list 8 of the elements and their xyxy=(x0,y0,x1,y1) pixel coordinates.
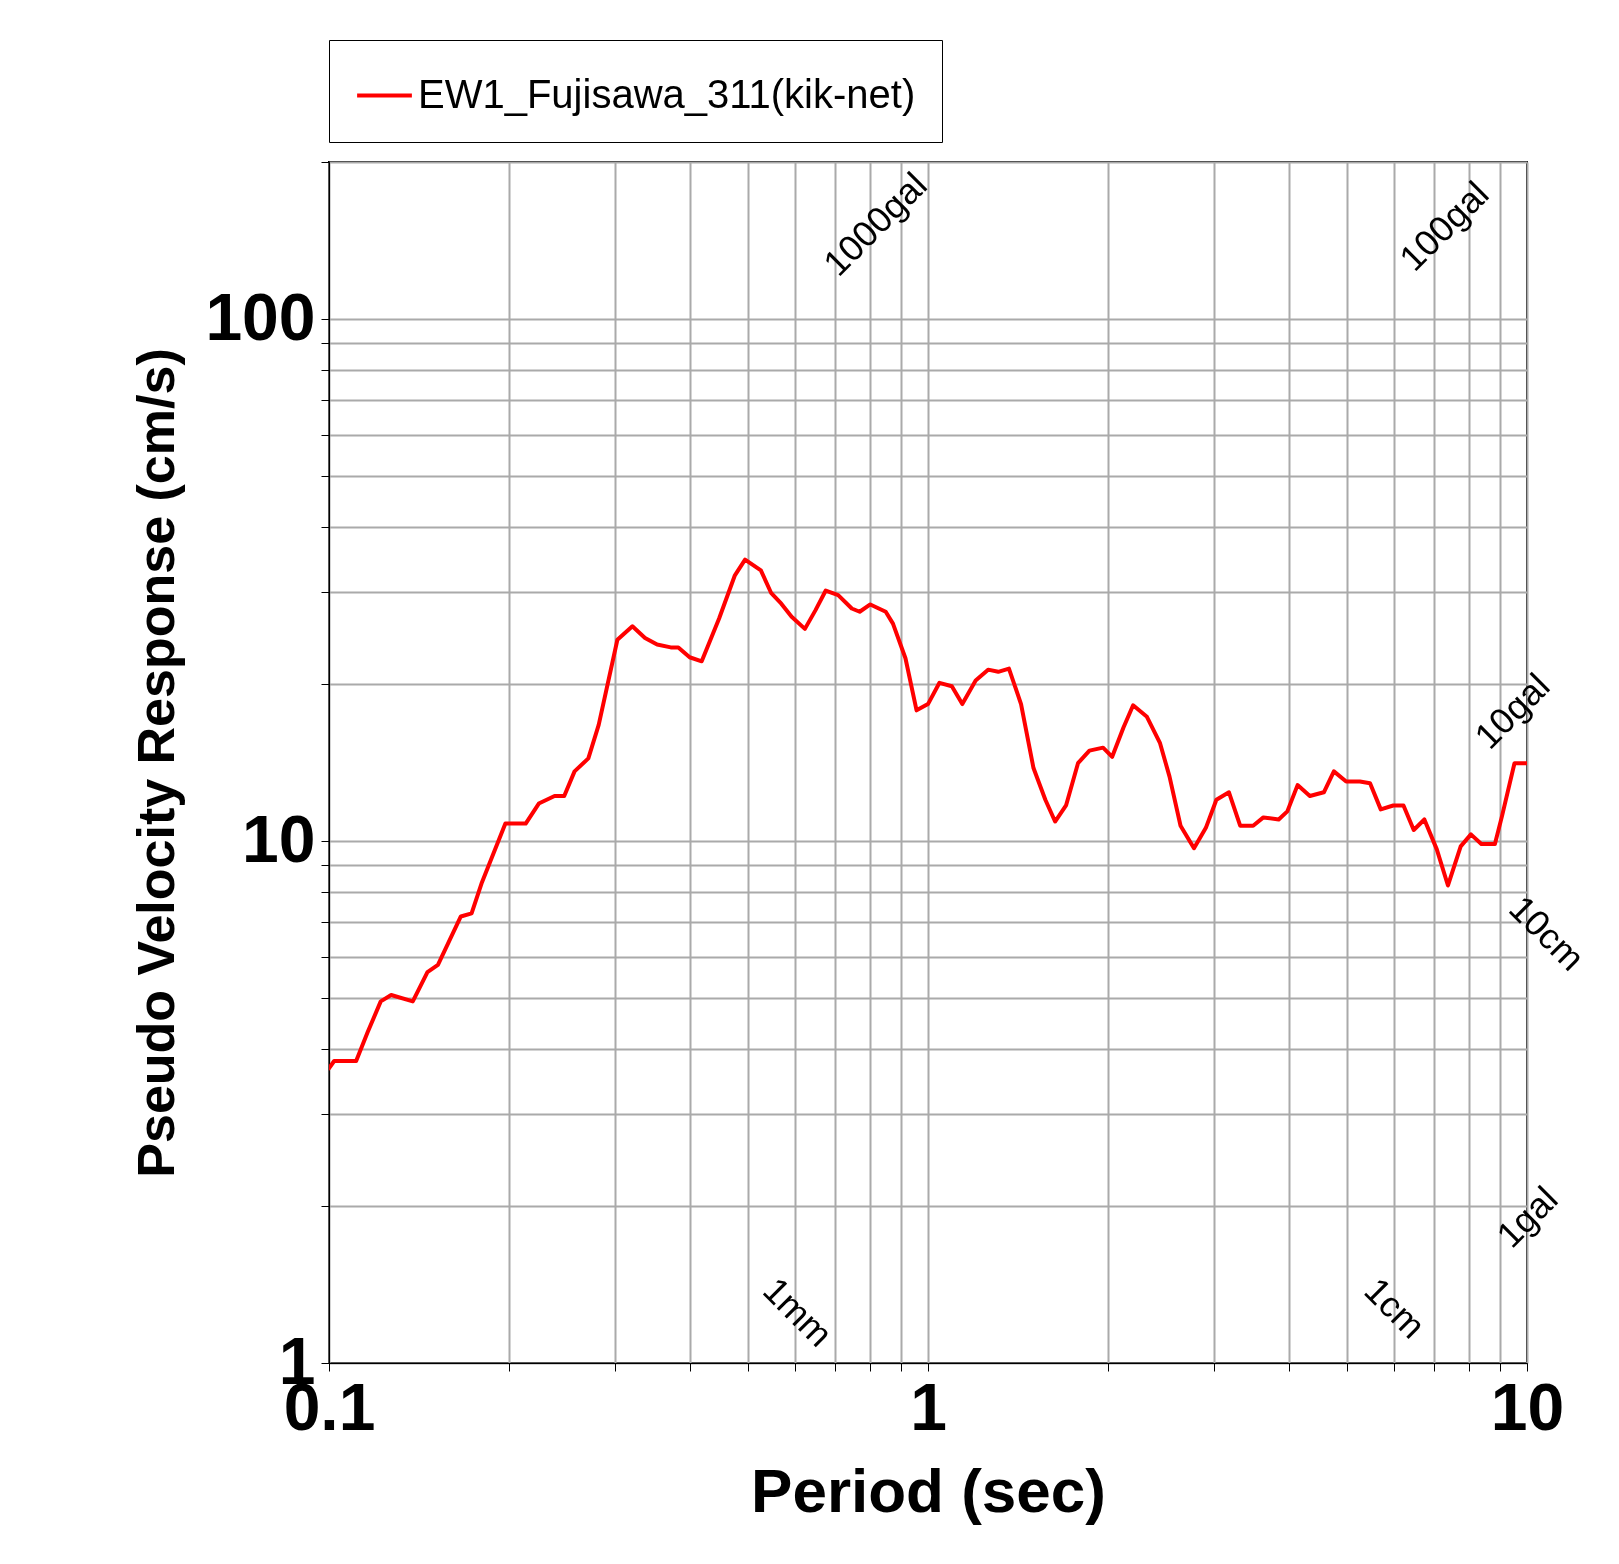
x-tick-label: 1 xyxy=(910,1369,947,1444)
annotation: 1cm xyxy=(1356,1269,1434,1347)
legend-label: EW1_Fujisawa_311(kik-net) xyxy=(418,71,916,116)
y-tick-label: 100 xyxy=(205,279,316,354)
x-tick-label: 10 xyxy=(1490,1369,1565,1444)
y-axis-title: Pseudo Velocity Response (cm/s) xyxy=(127,348,186,1178)
y-tick-label: 10 xyxy=(242,801,316,876)
x-axis-title: Period (sec) xyxy=(751,1455,1106,1525)
